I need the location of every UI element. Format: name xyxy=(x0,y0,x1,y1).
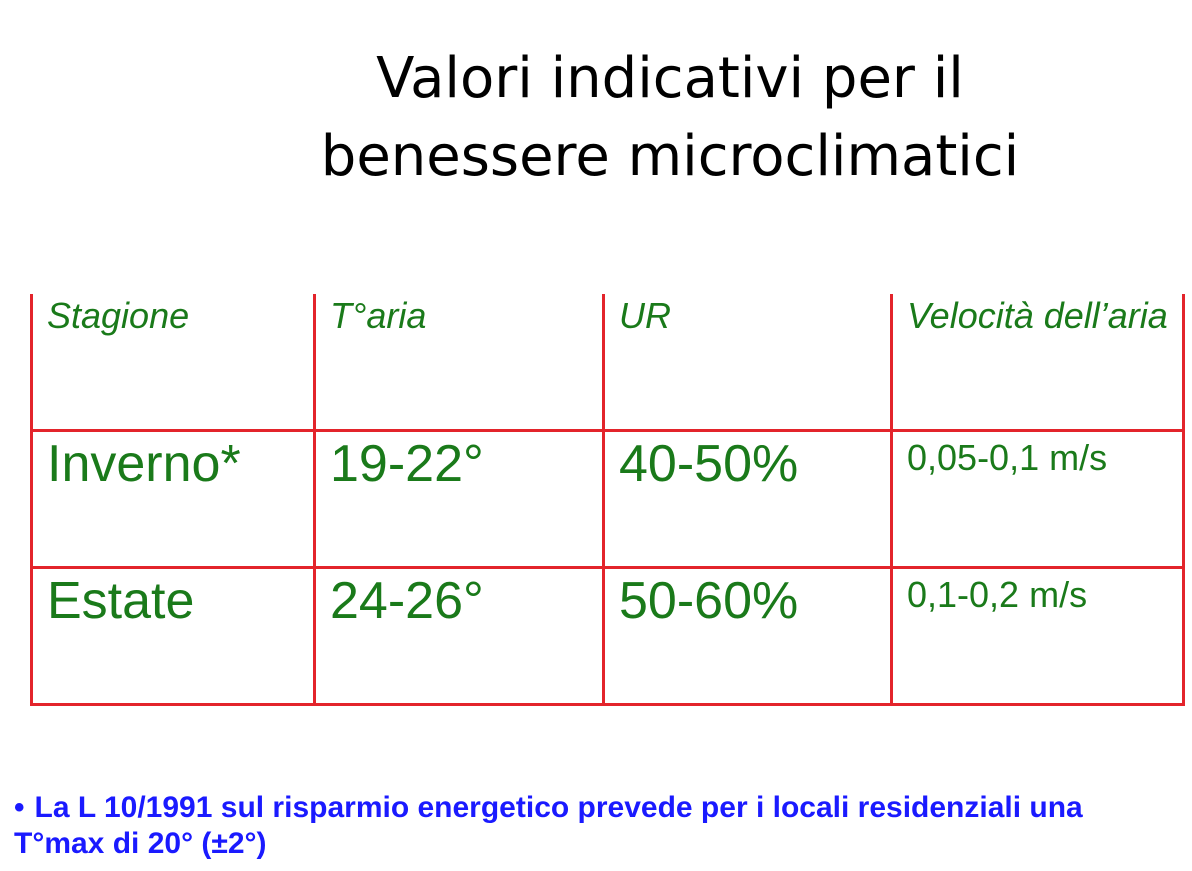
header-umidita-relativa: UR xyxy=(602,294,893,432)
table-header-row: Stagione T°aria UR Velocità dell’aria xyxy=(30,294,1185,432)
cell-stagione: Estate xyxy=(30,565,316,706)
header-velocita-aria: Velocità dell’aria xyxy=(890,294,1185,432)
bullet-glyph: • xyxy=(14,791,25,824)
table-row: Estate 24-26° 50-60% 0,1-0,2 m/s xyxy=(30,565,1185,706)
cell-velocita: 0,05-0,1 m/s xyxy=(890,428,1185,569)
header-stagione: Stagione xyxy=(30,294,316,432)
cell-velocita: 0,1-0,2 m/s xyxy=(890,565,1185,706)
table-row: Inverno* 19-22° 40-50% 0,05-0,1 m/s xyxy=(30,428,1185,569)
slide-title-line-2: benessere microclimatici xyxy=(320,124,1020,189)
cell-temperatura: 19-22° xyxy=(313,428,605,569)
cell-temperatura: 24-26° xyxy=(313,565,605,706)
cell-umidita: 50-60% xyxy=(602,565,893,706)
cell-stagione: Inverno* xyxy=(30,428,316,569)
footnote-text: La L 10/1991 sul risparmio energetico pr… xyxy=(14,791,1083,860)
climate-table-container: Stagione T°aria UR Velocità dell’aria In… xyxy=(30,294,1185,706)
cell-umidita: 40-50% xyxy=(602,428,893,569)
slide-title-line-1: Valori indicativi per il xyxy=(376,46,964,111)
footnote: • La L 10/1991 sul risparmio energetico p… xyxy=(14,790,1174,862)
header-temperatura-aria: T°aria xyxy=(313,294,605,432)
slide-title: Valori indicativi per il benessere micro… xyxy=(200,40,1140,196)
climate-values-table: Stagione T°aria UR Velocità dell’aria In… xyxy=(30,294,1185,706)
